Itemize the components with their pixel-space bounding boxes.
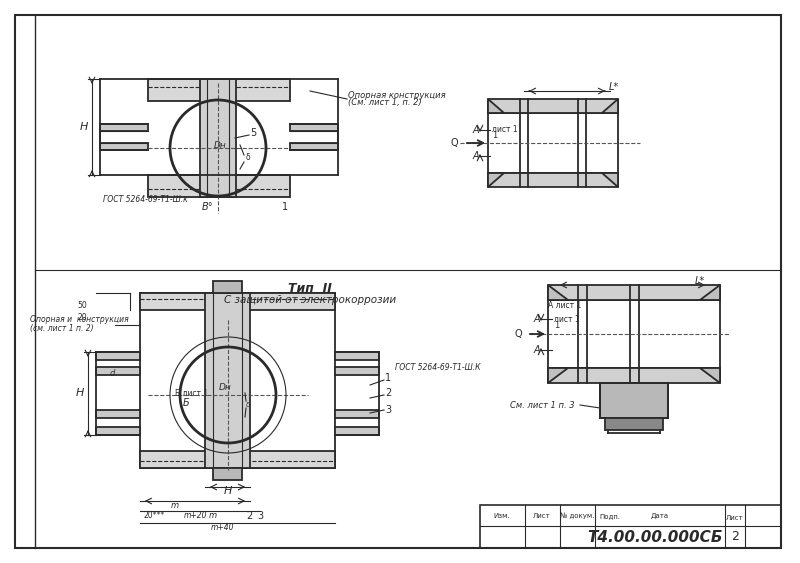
Polygon shape — [700, 285, 720, 300]
Text: А лист 1: А лист 1 — [548, 302, 582, 311]
Text: (См. лист 1, п. 2): (См. лист 1, п. 2) — [348, 99, 422, 108]
Text: m+20: m+20 — [183, 511, 206, 520]
Text: m: m — [171, 501, 179, 510]
Polygon shape — [488, 99, 504, 113]
Bar — [335, 427, 379, 435]
Bar — [488, 99, 618, 113]
Bar — [213, 468, 242, 480]
Text: 1: 1 — [554, 320, 559, 329]
Bar — [96, 427, 140, 435]
Text: δ: δ — [246, 154, 250, 163]
Bar — [205, 293, 250, 468]
Text: δ: δ — [246, 402, 250, 408]
Text: d: d — [110, 369, 114, 378]
Bar — [335, 367, 379, 375]
Text: 2: 2 — [731, 530, 739, 543]
Bar — [96, 352, 140, 360]
Text: 2: 2 — [246, 511, 252, 521]
Text: Опорная конструкция: Опорная конструкция — [348, 91, 446, 100]
Text: Dн: Dн — [214, 141, 226, 150]
Text: Б: Б — [182, 398, 190, 408]
Bar — [96, 367, 140, 375]
Bar — [488, 173, 618, 187]
Text: Б лист 1: Б лист 1 — [175, 388, 209, 397]
Bar — [290, 143, 338, 150]
Bar — [480, 505, 781, 548]
Bar — [200, 79, 236, 197]
Bar — [213, 281, 242, 293]
Text: Q: Q — [450, 138, 458, 148]
Text: 1: 1 — [282, 202, 288, 212]
Text: 1: 1 — [492, 132, 498, 141]
Text: L*: L* — [695, 276, 705, 286]
Bar — [600, 383, 668, 418]
Polygon shape — [548, 285, 568, 300]
Text: Подп.: Подп. — [599, 513, 621, 519]
Bar — [148, 175, 290, 197]
Text: ГОСТ 5264-69-Т1-Ш.К: ГОСТ 5264-69-Т1-Ш.К — [395, 364, 481, 373]
Bar — [335, 352, 379, 360]
Text: Лист: Лист — [726, 515, 744, 521]
Polygon shape — [488, 173, 504, 187]
Text: B°: B° — [202, 202, 214, 212]
Bar — [335, 410, 379, 418]
Text: Опорная и  конструкция: Опорная и конструкция — [30, 315, 129, 324]
Bar — [96, 410, 140, 418]
Text: 1: 1 — [385, 373, 391, 383]
Text: A: A — [473, 151, 479, 161]
Bar — [148, 79, 290, 101]
Bar — [100, 124, 148, 131]
Bar — [140, 293, 335, 310]
Bar — [548, 368, 720, 383]
Text: A: A — [473, 125, 479, 135]
Text: 3: 3 — [385, 405, 391, 415]
Text: m: m — [209, 512, 217, 521]
Text: ГОСТ 5264-69-Т1-Ш.к: ГОСТ 5264-69-Т1-Ш.к — [103, 195, 188, 204]
Text: Тип  II: Тип II — [288, 282, 332, 294]
Polygon shape — [602, 99, 618, 113]
Bar — [100, 143, 148, 150]
Text: Изм.: Изм. — [494, 513, 510, 519]
Text: L*: L* — [609, 82, 619, 92]
Text: Q: Q — [514, 329, 522, 339]
Text: H: H — [80, 122, 88, 132]
Text: 50: 50 — [77, 301, 87, 310]
Text: Dн: Dн — [218, 383, 231, 392]
Text: № докум.: № докум. — [560, 513, 594, 519]
Bar — [605, 418, 663, 430]
Bar — [548, 300, 720, 368]
Polygon shape — [602, 173, 618, 187]
Polygon shape — [548, 368, 568, 383]
Text: Дата: Дата — [651, 513, 669, 519]
Text: H: H — [224, 486, 232, 496]
Text: H: H — [76, 388, 84, 398]
Bar — [290, 124, 338, 131]
Bar — [488, 113, 618, 173]
Text: 20: 20 — [77, 314, 87, 323]
Bar — [548, 285, 720, 300]
Bar — [140, 451, 335, 468]
Text: 2: 2 — [385, 388, 391, 398]
Text: Лист: Лист — [533, 513, 551, 519]
Bar — [600, 383, 668, 418]
Text: С защитой от электрокоррозии: С защитой от электрокоррозии — [224, 295, 396, 305]
Text: 5: 5 — [250, 128, 256, 138]
Text: 3: 3 — [257, 511, 263, 521]
Text: лист 1: лист 1 — [554, 315, 580, 324]
Polygon shape — [700, 368, 720, 383]
Text: m+40: m+40 — [210, 522, 234, 531]
Text: Т4.00.00.000СБ: Т4.00.00.000СБ — [587, 529, 722, 544]
Text: лист 1: лист 1 — [492, 124, 518, 133]
Text: 20***: 20*** — [143, 511, 165, 520]
Bar — [140, 293, 335, 468]
Text: См. лист 1 п. 3: См. лист 1 п. 3 — [510, 400, 574, 409]
Text: (см. лист 1 п. 2): (см. лист 1 п. 2) — [30, 324, 94, 333]
Text: A: A — [534, 345, 540, 355]
Text: A: A — [534, 314, 540, 324]
